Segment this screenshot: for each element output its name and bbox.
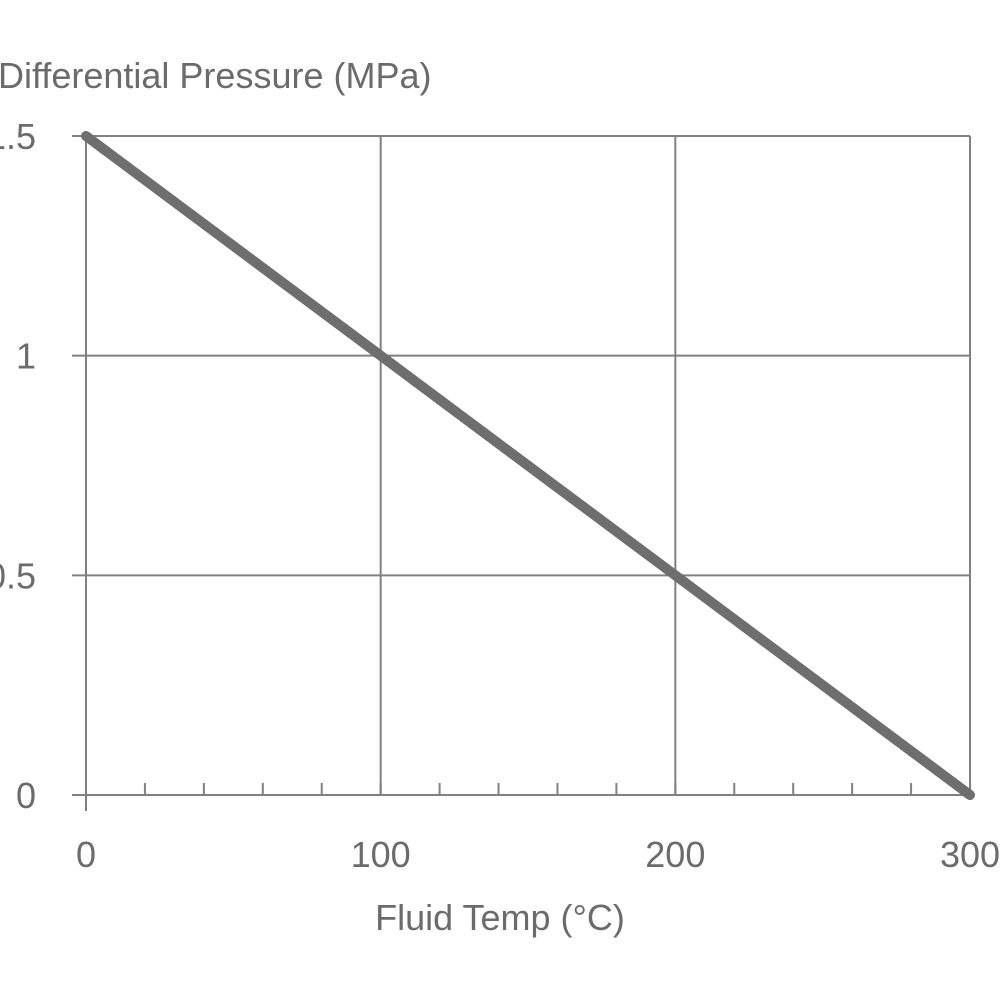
series: [81, 131, 975, 800]
y-tick-label: 0: [16, 775, 36, 816]
y-tick-label: 1: [16, 336, 36, 377]
y-tick-labels: 0 0.5 1 1.5: [0, 116, 36, 816]
y-axis-label: Differential Pressure (MPa): [0, 55, 431, 96]
x-tick-label: 0: [76, 834, 96, 875]
x-minor-ticks: [143, 783, 913, 795]
series-line: [81, 131, 975, 800]
x-tick-label: 200: [645, 834, 705, 875]
y-tick-label: 1.5: [0, 116, 36, 157]
x-tick-labels: 0 100 200 300: [76, 834, 1000, 875]
x-tick-label: 300: [940, 834, 1000, 875]
x-axis-label: Fluid Temp (°C): [375, 897, 625, 938]
y-tick-label: 0.5: [0, 555, 36, 596]
axes: [72, 136, 970, 811]
x-tick-label: 100: [351, 834, 411, 875]
grid: [72, 135, 971, 795]
